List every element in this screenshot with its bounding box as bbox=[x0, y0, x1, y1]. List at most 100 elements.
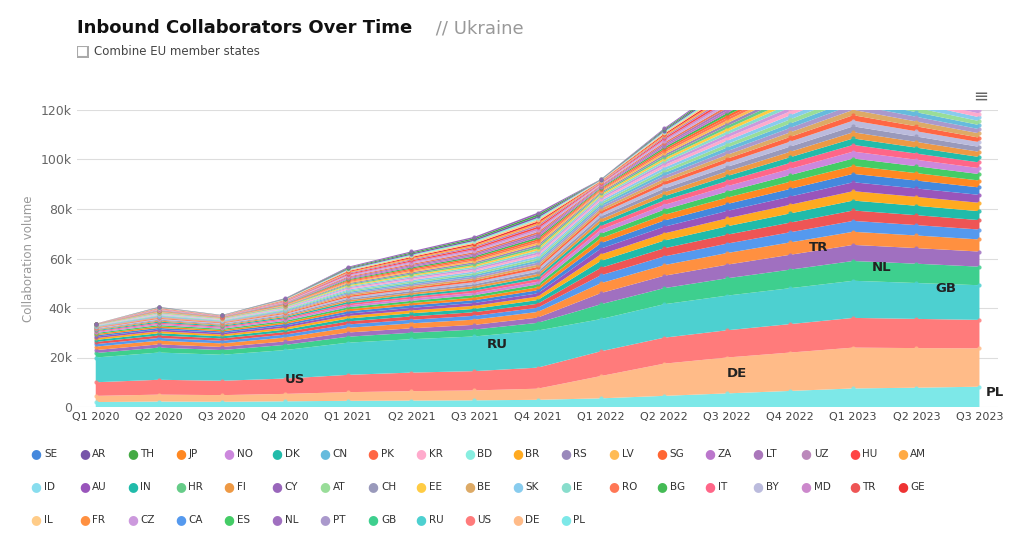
Text: ●: ● bbox=[705, 480, 716, 493]
Text: ●: ● bbox=[512, 447, 523, 460]
Text: ●: ● bbox=[31, 480, 42, 493]
Text: ●: ● bbox=[656, 480, 668, 493]
Text: ●: ● bbox=[897, 480, 908, 493]
Text: RU: RU bbox=[487, 338, 508, 350]
Text: BD: BD bbox=[477, 449, 493, 459]
Text: ●: ● bbox=[753, 447, 764, 460]
Text: SK: SK bbox=[525, 482, 539, 492]
Text: ●: ● bbox=[223, 480, 234, 493]
Text: BY: BY bbox=[766, 482, 778, 492]
Text: ●: ● bbox=[223, 513, 234, 526]
Text: ●: ● bbox=[656, 447, 668, 460]
Text: ●: ● bbox=[801, 480, 812, 493]
Text: PK: PK bbox=[381, 449, 394, 459]
Text: ●: ● bbox=[223, 447, 234, 460]
Text: RO: RO bbox=[622, 482, 637, 492]
Text: AU: AU bbox=[92, 482, 106, 492]
Text: ●: ● bbox=[464, 480, 475, 493]
Text: GE: GE bbox=[910, 482, 925, 492]
Text: IN: IN bbox=[140, 482, 151, 492]
Text: HU: HU bbox=[862, 449, 878, 459]
Text: ≡: ≡ bbox=[973, 88, 988, 106]
Text: NL: NL bbox=[285, 515, 298, 525]
Text: CA: CA bbox=[188, 515, 203, 525]
Text: DE: DE bbox=[727, 367, 748, 380]
Text: TR: TR bbox=[862, 482, 876, 492]
Text: ●: ● bbox=[319, 447, 331, 460]
Text: ●: ● bbox=[31, 513, 42, 526]
Text: EE: EE bbox=[429, 482, 442, 492]
Text: ●: ● bbox=[79, 480, 90, 493]
Text: ●: ● bbox=[319, 480, 331, 493]
Text: AM: AM bbox=[910, 449, 927, 459]
Text: ZA: ZA bbox=[718, 449, 732, 459]
Text: IT: IT bbox=[718, 482, 727, 492]
Text: ●: ● bbox=[608, 480, 620, 493]
Text: PL: PL bbox=[986, 386, 1004, 399]
Text: ●: ● bbox=[416, 447, 427, 460]
Text: ●: ● bbox=[127, 513, 138, 526]
Text: ●: ● bbox=[849, 447, 860, 460]
Text: GB: GB bbox=[381, 515, 396, 525]
Text: BR: BR bbox=[525, 449, 540, 459]
Text: PL: PL bbox=[573, 515, 586, 525]
Text: Inbound Collaborators Over Time: Inbound Collaborators Over Time bbox=[77, 19, 412, 37]
Text: ●: ● bbox=[416, 480, 427, 493]
Text: BE: BE bbox=[477, 482, 490, 492]
Text: BG: BG bbox=[670, 482, 685, 492]
Text: MD: MD bbox=[814, 482, 830, 492]
Text: ●: ● bbox=[319, 513, 331, 526]
Text: ●: ● bbox=[705, 447, 716, 460]
Text: ●: ● bbox=[368, 480, 379, 493]
Text: ●: ● bbox=[801, 447, 812, 460]
Text: TR: TR bbox=[809, 241, 828, 254]
Text: ●: ● bbox=[753, 480, 764, 493]
Text: CH: CH bbox=[381, 482, 396, 492]
Text: FI: FI bbox=[237, 482, 246, 492]
Text: SE: SE bbox=[44, 449, 57, 459]
Text: CZ: CZ bbox=[140, 515, 155, 525]
Text: ●: ● bbox=[464, 447, 475, 460]
Text: SG: SG bbox=[670, 449, 684, 459]
Text: ●: ● bbox=[175, 513, 186, 526]
Text: TH: TH bbox=[140, 449, 155, 459]
Text: AR: AR bbox=[92, 449, 106, 459]
Text: DE: DE bbox=[525, 515, 540, 525]
Text: IL: IL bbox=[44, 515, 53, 525]
Text: JP: JP bbox=[188, 449, 198, 459]
Text: FR: FR bbox=[92, 515, 105, 525]
Text: PT: PT bbox=[333, 515, 345, 525]
Text: ●: ● bbox=[464, 513, 475, 526]
Text: NL: NL bbox=[872, 261, 892, 274]
Text: LT: LT bbox=[766, 449, 776, 459]
Text: ●: ● bbox=[849, 480, 860, 493]
Text: ●: ● bbox=[127, 447, 138, 460]
Text: ●: ● bbox=[271, 480, 283, 493]
Text: ●: ● bbox=[175, 447, 186, 460]
Text: ●: ● bbox=[79, 513, 90, 526]
Text: ●: ● bbox=[560, 513, 571, 526]
Text: HR: HR bbox=[188, 482, 204, 492]
Text: ●: ● bbox=[79, 447, 90, 460]
Text: CY: CY bbox=[285, 482, 298, 492]
Text: ID: ID bbox=[44, 482, 55, 492]
Text: US: US bbox=[477, 515, 492, 525]
Text: RS: RS bbox=[573, 449, 587, 459]
Text: ●: ● bbox=[512, 513, 523, 526]
Text: // Ukraine: // Ukraine bbox=[430, 19, 523, 37]
Text: ●: ● bbox=[560, 480, 571, 493]
Text: ES: ES bbox=[237, 515, 250, 525]
Text: CN: CN bbox=[333, 449, 348, 459]
Text: US: US bbox=[285, 373, 305, 387]
Text: Combine EU member states: Combine EU member states bbox=[94, 45, 260, 58]
Y-axis label: Collaboration volume: Collaboration volume bbox=[23, 195, 35, 322]
Text: ●: ● bbox=[271, 513, 283, 526]
Text: DK: DK bbox=[285, 449, 299, 459]
Text: ●: ● bbox=[31, 447, 42, 460]
Text: ●: ● bbox=[368, 447, 379, 460]
Text: ●: ● bbox=[368, 513, 379, 526]
Text: ●: ● bbox=[512, 480, 523, 493]
Text: LV: LV bbox=[622, 449, 633, 459]
Text: RU: RU bbox=[429, 515, 443, 525]
Text: AT: AT bbox=[333, 482, 345, 492]
